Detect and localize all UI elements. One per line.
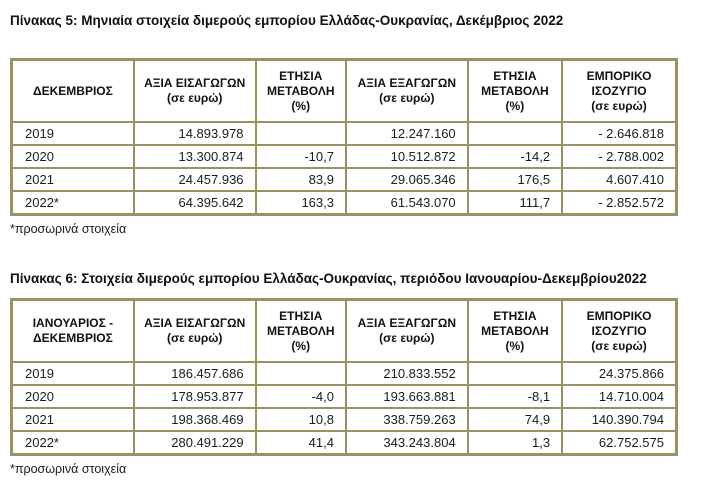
cell-year: 2022* <box>10 190 135 216</box>
table6-row-2022: 2022* 280.491.229 41,4 343.243.804 1,3 6… <box>10 430 678 456</box>
cell-exports-change: 74,9 <box>466 407 564 432</box>
cell-exports-change <box>466 361 564 386</box>
table6-header-exports-value: ΑΞΙΑ ΕΞΑΓΩΓΩΝ (σε ευρώ) <box>344 298 469 363</box>
cell-exports: 193.663.881 <box>344 384 469 409</box>
cell-imports-change: 163,3 <box>254 190 347 216</box>
cell-exports: 29.065.346 <box>344 167 469 192</box>
cell-exports: 210.833.552 <box>344 361 469 386</box>
table6-header-period: ΙΑΝΟΥΑΡΙΟΣ - ΔΕΚΕΜΒΡΙΟΣ <box>10 298 135 363</box>
cell-balance: 140.390.794 <box>561 407 678 432</box>
cell-imports: 13.300.874 <box>132 144 257 169</box>
spacer <box>10 30 728 58</box>
cell-exports: 10.512.872 <box>344 144 469 169</box>
cell-imports: 280.491.229 <box>132 430 257 456</box>
table5-header-row: ΔΕΚΕΜΒΡΙΟΣ ΑΞΙΑ ΕΙΣΑΓΩΓΩΝ (σε ευρώ) ΕΤΗΣ… <box>10 58 678 123</box>
table6-header-imports-annual-change: ΕΤΗΣΙΑ ΜΕΤΑΒΟΛΗ (%) <box>254 298 347 363</box>
cell-year: 2020 <box>10 384 135 409</box>
cell-exports: 343.243.804 <box>344 430 469 456</box>
table5-title: Πίνακας 5: Μηνιαία στοιχεία διμερούς εμπ… <box>10 13 564 28</box>
table6-footnote: *προσωρινά στοιχεία <box>10 462 127 476</box>
cell-exports-change <box>466 121 564 146</box>
cell-exports: 338.759.263 <box>344 407 469 432</box>
cell-exports: 12.247.160 <box>344 121 469 146</box>
cell-year: 2019 <box>10 121 135 146</box>
cell-imports: 198.368.469 <box>132 407 257 432</box>
table6-title: Πίνακας 6: Στοιχεία διμερούς εμπορίου Ελ… <box>10 271 647 286</box>
table6-header-imports-value: ΑΞΙΑ ΕΙΣΑΓΩΓΩΝ (σε ευρώ) <box>132 298 257 363</box>
cell-year: 2020 <box>10 144 135 169</box>
cell-balance: - 2.788.002 <box>561 144 678 169</box>
cell-balance: 4.607.410 <box>561 167 678 192</box>
cell-imports-change: -4,0 <box>254 384 347 409</box>
table5-row-2021: 2021 24.457.936 83,9 29.065.346 176,5 4.… <box>10 167 678 192</box>
cell-imports: 24.457.936 <box>132 167 257 192</box>
cell-imports: 186.457.686 <box>132 361 257 386</box>
cell-exports: 61.543.070 <box>344 190 469 216</box>
cell-exports-change: 176,5 <box>466 167 564 192</box>
cell-year: 2021 <box>10 407 135 432</box>
table5-header-exports-value: ΑΞΙΑ ΕΞΑΓΩΓΩΝ (σε ευρώ) <box>344 58 469 123</box>
cell-imports: 64.395.642 <box>132 190 257 216</box>
cell-year: 2021 <box>10 167 135 192</box>
cell-balance: - 2.646.818 <box>561 121 678 146</box>
table5: ΔΕΚΕΜΒΡΙΟΣ ΑΞΙΑ ΕΙΣΑΓΩΓΩΝ (σε ευρώ) ΕΤΗΣ… <box>10 58 678 216</box>
table6: ΙΑΝΟΥΑΡΙΟΣ - ΔΕΚΕΜΒΡΙΟΣ ΑΞΙΑ ΕΙΣΑΓΩΓΩΝ (… <box>10 298 678 456</box>
table5-row-2022: 2022* 64.395.642 163,3 61.543.070 111,7 … <box>10 190 678 216</box>
spacer <box>10 288 728 298</box>
cell-imports: 14.893.978 <box>132 121 257 146</box>
cell-imports-change: 10,8 <box>254 407 347 432</box>
cell-imports: 178.953.877 <box>132 384 257 409</box>
table5-header-imports-annual-change: ΕΤΗΣΙΑ ΜΕΤΑΒΟΛΗ (%) <box>254 58 347 123</box>
cell-imports-change <box>254 361 347 386</box>
cell-exports-change: 111,7 <box>466 190 564 216</box>
cell-imports-change <box>254 121 347 146</box>
table6-row-2020: 2020 178.953.877 -4,0 193.663.881 -8,1 1… <box>10 384 678 409</box>
cell-balance: 14.710.004 <box>561 384 678 409</box>
table5-footnote: *προσωρινά στοιχεία <box>10 222 127 236</box>
table6-header-row: ΙΑΝΟΥΑΡΙΟΣ - ΔΕΚΕΜΒΡΙΟΣ ΑΞΙΑ ΕΙΣΑΓΩΓΩΝ (… <box>10 298 678 363</box>
table5-row-2019: 2019 14.893.978 12.247.160 - 2.646.818 <box>10 121 678 146</box>
cell-exports-change: 1,3 <box>466 430 564 456</box>
cell-exports-change: -14,2 <box>466 144 564 169</box>
cell-exports-change: -8,1 <box>466 384 564 409</box>
table6-row-2019: 2019 186.457.686 210.833.552 24.375.866 <box>10 361 678 386</box>
table6-row-2021: 2021 198.368.469 10,8 338.759.263 74,9 1… <box>10 407 678 432</box>
table5-row-2020: 2020 13.300.874 -10,7 10.512.872 -14,2 -… <box>10 144 678 169</box>
cell-year: 2019 <box>10 361 135 386</box>
table5-header-trade-balance: ΕΜΠΟΡΙΚΟ ΙΣΟΖΥΓΙΟ (σε ευρώ) <box>561 58 678 123</box>
cell-balance: 62.752.575 <box>561 430 678 456</box>
cell-imports-change: 83,9 <box>254 167 347 192</box>
table5-header-imports-value: ΑΞΙΑ ΕΙΣΑΓΩΓΩΝ (σε ευρώ) <box>132 58 257 123</box>
cell-balance: 24.375.866 <box>561 361 678 386</box>
table5-header-period: ΔΕΚΕΜΒΡΙΟΣ <box>10 58 135 123</box>
cell-year: 2022* <box>10 430 135 456</box>
cell-imports-change: 41,4 <box>254 430 347 456</box>
table6-header-exports-annual-change: ΕΤΗΣΙΑ ΜΕΤΑΒΟΛΗ (%) <box>466 298 564 363</box>
cell-balance: - 2.852.572 <box>561 190 678 216</box>
cell-imports-change: -10,7 <box>254 144 347 169</box>
table5-header-exports-annual-change: ΕΤΗΣΙΑ ΜΕΤΑΒΟΛΗ (%) <box>466 58 564 123</box>
table6-header-trade-balance: ΕΜΠΟΡΙΚΟ ΙΣΟΖΥΓΙΟ (σε ευρώ) <box>561 298 678 363</box>
